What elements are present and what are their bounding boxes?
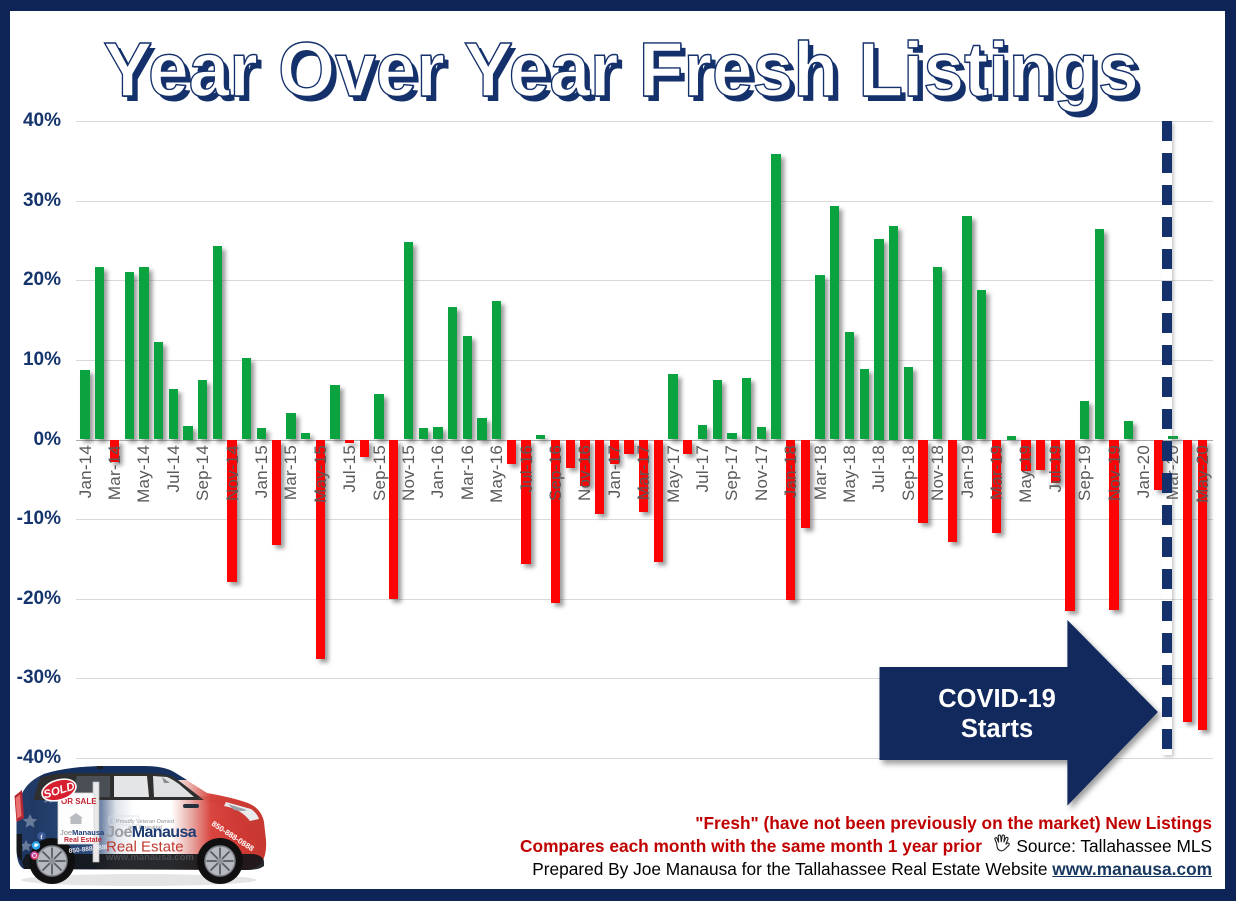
svg-text:JoeManausa: JoeManausa [106,824,197,841]
svg-text:OR SALE: OR SALE [61,797,97,806]
svg-text:Real Estate: Real Estate [106,839,184,856]
svg-text:850-888-0888: 850-888-0888 [68,844,109,855]
svg-text:Proudly Veteran Owned: Proudly Veteran Owned [116,819,174,825]
svg-text:JoeManausa: JoeManausa [60,828,105,837]
svg-text:f: f [40,834,43,841]
svg-text:www.manausa.com: www.manausa.com [105,852,194,863]
svg-text:Real Estate: Real Estate [64,837,102,844]
svg-text:and Operated: and Operated [128,825,162,831]
